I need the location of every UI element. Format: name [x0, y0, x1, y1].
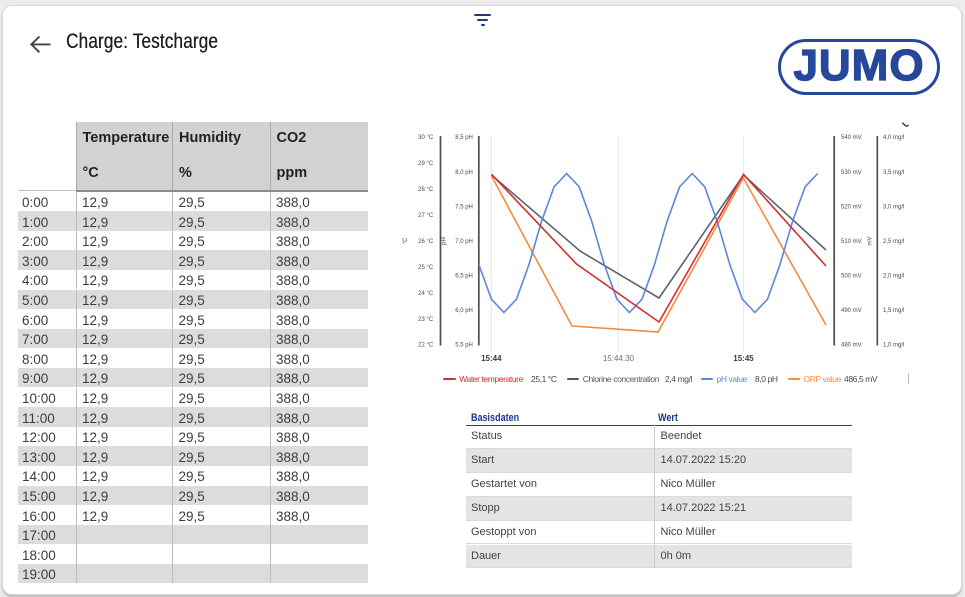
- svg-text:510 mV: 510 mV: [841, 239, 862, 245]
- svg-text:15:45: 15:45: [733, 354, 754, 363]
- svg-text:7,5 pH: 7,5 pH: [455, 204, 473, 210]
- svg-text:26 °C: 26 °C: [418, 239, 434, 245]
- svg-text:540 mV: 540 mV: [841, 135, 862, 141]
- svg-text:mV: mV: [868, 237, 874, 246]
- svg-text:pH: pH: [442, 237, 448, 245]
- svg-text:5,5 pH: 5,5 pH: [455, 343, 473, 349]
- svg-text:500 mV: 500 mV: [841, 274, 862, 280]
- svg-text:15:44:30: 15:44:30: [603, 354, 635, 363]
- svg-text:520 mV: 520 mV: [841, 204, 862, 210]
- svg-text:2,5 mg/l: 2,5 mg/l: [883, 239, 904, 245]
- svg-text:28 °C: 28 °C: [418, 187, 434, 193]
- svg-text:15:44: 15:44: [481, 354, 502, 363]
- svg-text:4,0 mg/l: 4,0 mg/l: [883, 135, 904, 141]
- svg-text:3,5 mg/l: 3,5 mg/l: [883, 170, 904, 176]
- svg-text:6,0 pH: 6,0 pH: [455, 308, 473, 314]
- svg-text:30 °C: 30 °C: [418, 135, 434, 141]
- svg-text:°C: °C: [403, 237, 409, 244]
- svg-text:1,0 mg/l: 1,0 mg/l: [883, 343, 904, 349]
- svg-text:8,5 pH: 8,5 pH: [455, 135, 473, 141]
- svg-text:6,5 pH: 6,5 pH: [455, 274, 473, 280]
- svg-text:24 °C: 24 °C: [418, 291, 434, 297]
- svg-text:29 °C: 29 °C: [418, 161, 434, 167]
- svg-text:1,5 mg/l: 1,5 mg/l: [883, 308, 904, 314]
- svg-text:8,0 pH: 8,0 pH: [455, 170, 473, 176]
- svg-text:27 °C: 27 °C: [418, 213, 434, 219]
- svg-text:23 °C: 23 °C: [418, 317, 434, 323]
- svg-text:530 mV: 530 mV: [841, 170, 862, 176]
- svg-text:2,0 mg/l: 2,0 mg/l: [883, 274, 904, 280]
- svg-text:490 mV: 490 mV: [841, 308, 862, 314]
- svg-text:7,0 pH: 7,0 pH: [455, 239, 473, 245]
- svg-text:3,0 mg/l: 3,0 mg/l: [883, 204, 904, 210]
- svg-text:22 °C: 22 °C: [418, 343, 434, 349]
- svg-text:480 mV: 480 mV: [841, 343, 862, 349]
- svg-text:25 °C: 25 °C: [418, 265, 434, 271]
